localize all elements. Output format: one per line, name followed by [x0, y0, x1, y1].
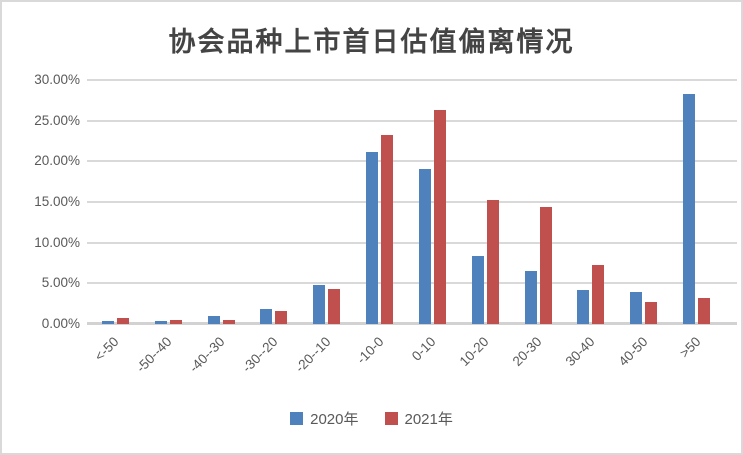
bar-2021年-<-50 — [116, 317, 129, 324]
y-tick-label: 10.00% — [34, 234, 80, 250]
bar-2021年--10-0 — [381, 135, 394, 324]
bar-2020年-20-30 — [524, 271, 537, 324]
y-tick-label: 30.00% — [34, 72, 80, 87]
bar-2020年--10-0 — [366, 152, 379, 324]
bar-2021年--50--40 — [169, 320, 182, 324]
bar-2020年-<-50 — [101, 321, 114, 324]
bar-2020年-30-40 — [577, 289, 590, 324]
bar-2020年--40--30 — [207, 316, 220, 324]
y-tick-label: 25.00% — [34, 112, 80, 128]
bar-2020年-10-20 — [471, 256, 484, 324]
bar-2020年--50--40 — [154, 321, 167, 324]
gridline — [87, 201, 737, 203]
bar-2021年--30--20 — [275, 311, 288, 324]
gridline — [87, 119, 737, 122]
bar-2020年-40-50 — [630, 292, 643, 324]
bar-2021年--40--30 — [222, 319, 235, 324]
bar-2021年-40-50 — [645, 302, 658, 324]
legend-label: 2020年 — [310, 411, 359, 428]
x-axis-line — [87, 322, 737, 325]
gridline — [87, 241, 737, 244]
legend-label: 2021年 — [404, 411, 453, 428]
gridline — [87, 160, 737, 163]
y-tick-label: 5.00% — [41, 275, 80, 291]
y-tick-label: 0.00% — [41, 316, 80, 331]
legend-swatch-icon — [384, 412, 398, 425]
legend-item-2020年: 2020年 — [290, 408, 359, 429]
legend-item-2021年: 2021年 — [384, 408, 453, 429]
bar-2020年-0-10 — [418, 168, 431, 324]
legend-swatch-icon — [290, 412, 304, 425]
bar-2020年--30--20 — [260, 308, 273, 324]
bar-2021年->50 — [698, 297, 711, 324]
gridline — [87, 282, 737, 285]
bar-2021年-30-40 — [592, 265, 605, 324]
bar-2021年-10-20 — [486, 200, 499, 324]
bar-2021年-0-10 — [433, 110, 446, 324]
plot-area — [87, 79, 737, 325]
bar-2021年-20-30 — [539, 206, 552, 324]
gridline — [87, 79, 737, 81]
y-tick-label: 15.00% — [34, 194, 80, 209]
bar-2021年--20--10 — [328, 288, 341, 324]
bar-2020年--20--10 — [313, 284, 326, 324]
chart-title: 协会品种上市首日估值偏离情况 — [168, 27, 575, 57]
bar-2020年->50 — [683, 93, 696, 324]
legend: 2020年 2021年 — [2, 408, 741, 429]
y-tick-label: 20.00% — [34, 153, 80, 169]
